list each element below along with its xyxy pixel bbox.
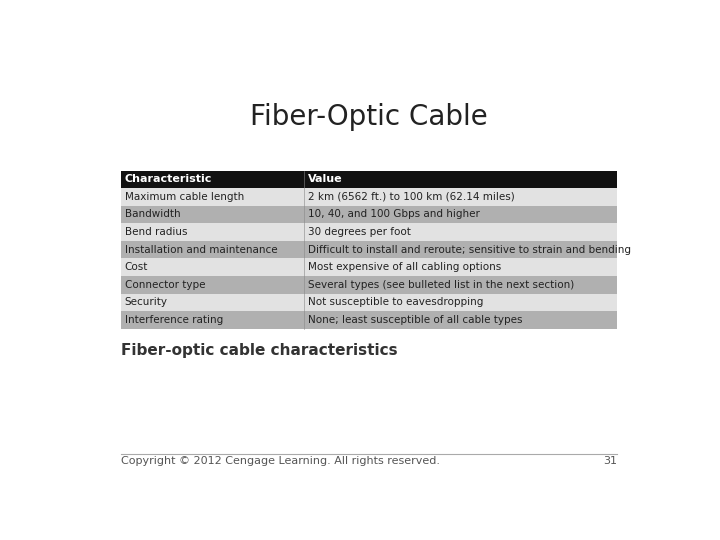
Text: Installation and maintenance: Installation and maintenance: [125, 245, 277, 255]
Text: Maximum cable length: Maximum cable length: [125, 192, 244, 202]
Bar: [121, 241, 617, 259]
Text: Fiber-optic cable characteristics: Fiber-optic cable characteristics: [121, 343, 397, 359]
Bar: [121, 223, 617, 241]
Text: Security: Security: [125, 298, 168, 307]
Text: Connector type: Connector type: [125, 280, 205, 290]
Text: None; least susceptible of all cable types: None; least susceptible of all cable typ…: [308, 315, 523, 325]
Bar: [121, 276, 617, 294]
Text: Several types (see bulleted list in the next section): Several types (see bulleted list in the …: [308, 280, 575, 290]
Text: Bandwidth: Bandwidth: [125, 210, 180, 219]
Text: Bend radius: Bend radius: [125, 227, 187, 237]
Bar: [121, 259, 617, 276]
Text: 10, 40, and 100 Gbps and higher: 10, 40, and 100 Gbps and higher: [308, 210, 480, 219]
Text: Difficult to install and reroute; sensitive to strain and bending: Difficult to install and reroute; sensit…: [308, 245, 631, 255]
Text: Most expensive of all cabling options: Most expensive of all cabling options: [308, 262, 502, 272]
Text: Interference rating: Interference rating: [125, 315, 223, 325]
Text: Cost: Cost: [125, 262, 148, 272]
Text: 31: 31: [603, 456, 617, 465]
Text: 30 degrees per foot: 30 degrees per foot: [308, 227, 411, 237]
Bar: [121, 171, 617, 188]
Text: Fiber-Optic Cable: Fiber-Optic Cable: [250, 103, 488, 131]
Bar: [121, 294, 617, 311]
Bar: [121, 188, 617, 206]
Text: Characteristic: Characteristic: [125, 174, 212, 185]
Text: Copyright © 2012 Cengage Learning. All rights reserved.: Copyright © 2012 Cengage Learning. All r…: [121, 456, 440, 465]
Text: 2 km (6562 ft.) to 100 km (62.14 miles): 2 km (6562 ft.) to 100 km (62.14 miles): [308, 192, 515, 202]
Bar: [121, 311, 617, 329]
Bar: [121, 206, 617, 223]
Text: Value: Value: [308, 174, 343, 185]
Text: Not susceptible to eavesdropping: Not susceptible to eavesdropping: [308, 298, 484, 307]
